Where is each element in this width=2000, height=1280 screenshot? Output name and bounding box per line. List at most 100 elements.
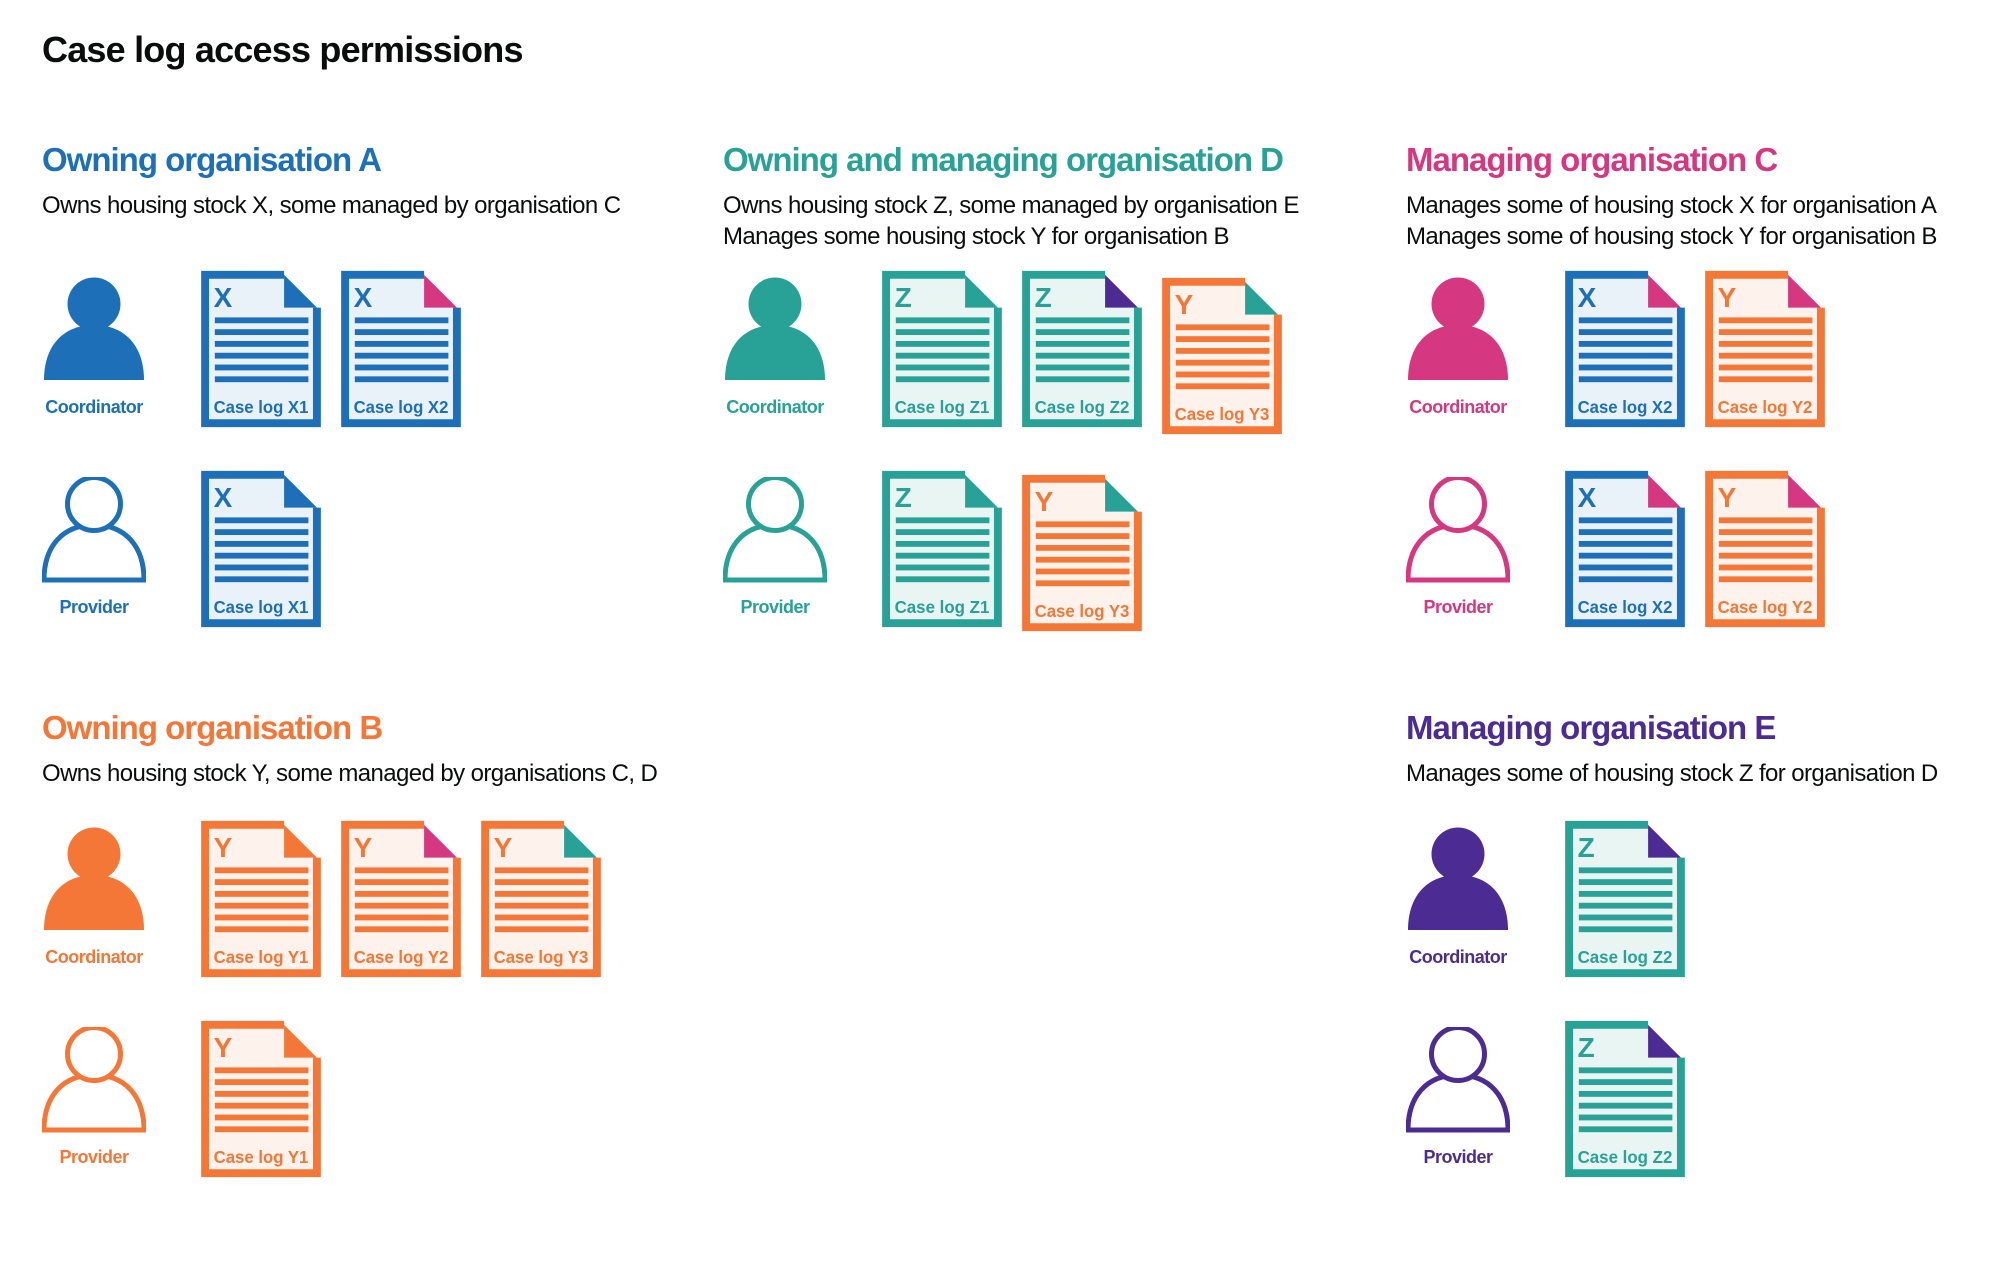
document-text-line xyxy=(1578,529,1673,536)
document-letter: Z xyxy=(895,482,912,513)
person-role-label: Coordinator xyxy=(726,397,824,417)
document-text-line xyxy=(214,1079,309,1086)
person-body xyxy=(725,325,825,380)
document-text-line xyxy=(214,879,309,886)
case-log-document: X Case log X2 xyxy=(1565,270,1685,428)
document-page xyxy=(1569,474,1681,624)
document-text-line xyxy=(354,317,449,324)
document-text-line xyxy=(1578,352,1673,359)
case-log-document: X Case log X1 xyxy=(201,270,321,428)
document-fold-icon xyxy=(1648,824,1681,858)
document-text-line xyxy=(1578,1067,1673,1074)
person-role-label: Provider xyxy=(1423,597,1493,617)
document-text-line xyxy=(494,867,589,874)
document-letter: Z xyxy=(1578,832,1595,863)
document-text-line xyxy=(1578,1079,1673,1086)
document-text-line xyxy=(354,890,449,897)
document-text-line xyxy=(1175,359,1270,366)
document-border xyxy=(1565,820,1685,978)
person-body xyxy=(1408,325,1508,380)
document-label: Case log X2 xyxy=(354,397,449,417)
document-label: Case log Z1 xyxy=(895,597,990,617)
document-letter: Y xyxy=(494,832,513,863)
document-text-line xyxy=(895,376,990,383)
document-label: Case log Y2 xyxy=(354,947,449,967)
document-text-line xyxy=(1578,364,1673,371)
document-fold-icon xyxy=(1105,478,1138,512)
document-text-line xyxy=(1718,329,1813,336)
document-text-line xyxy=(895,540,990,547)
document-text-line xyxy=(354,879,449,886)
document-text-line xyxy=(895,329,990,336)
case-log-document: Z Case log Z2 xyxy=(1565,1020,1685,1178)
document-letter: X xyxy=(1578,282,1597,313)
person-head xyxy=(1429,477,1487,533)
document-text-line xyxy=(1035,376,1130,383)
case-log-document: Y Case log Y3 xyxy=(1162,277,1282,435)
person-role-label: Provider xyxy=(1423,1147,1493,1167)
document-text-line xyxy=(1718,517,1813,524)
document-text-line xyxy=(1578,1114,1673,1121)
document-label: Case log X2 xyxy=(1578,597,1673,617)
document-text-line xyxy=(895,529,990,536)
document-text-line xyxy=(1578,317,1673,324)
document-text-line xyxy=(1035,533,1130,540)
document-text-line xyxy=(1175,336,1270,343)
document-border xyxy=(341,270,461,428)
document-text-line xyxy=(214,352,309,359)
document-text-line xyxy=(1718,376,1813,383)
document-border xyxy=(1565,470,1685,628)
document-text-line xyxy=(214,329,309,336)
document-label: Case log Z2 xyxy=(1578,1147,1673,1167)
document-text-line xyxy=(354,867,449,874)
document-text-line xyxy=(1175,347,1270,354)
document-fold-icon xyxy=(1648,274,1681,308)
case-log-document: Y Case log Y3 xyxy=(481,820,601,978)
document-page xyxy=(1569,824,1681,974)
document-text-line xyxy=(895,576,990,583)
provider-icon xyxy=(723,477,827,583)
document-text-line xyxy=(1718,540,1813,547)
document-text-line xyxy=(214,1090,309,1097)
document-letter: Z xyxy=(1578,1032,1595,1063)
document-letter: X xyxy=(1578,482,1597,513)
document-border xyxy=(1565,1020,1685,1178)
document-text-line xyxy=(1578,376,1673,383)
document-fold-icon xyxy=(965,274,998,308)
document-page xyxy=(205,474,317,624)
document-page xyxy=(886,474,998,624)
document-text-line xyxy=(1718,340,1813,347)
document-page xyxy=(1569,1024,1681,1174)
case-log-document: Y Case log Y1 xyxy=(201,1020,321,1178)
document-text-line xyxy=(1175,371,1270,378)
section-description: Owns housing stock Z, some managed by or… xyxy=(723,192,1299,219)
document-fold-icon xyxy=(1105,274,1138,308)
document-border xyxy=(1705,270,1825,428)
document-text-line xyxy=(214,926,309,933)
document-text-line xyxy=(895,317,990,324)
person-head xyxy=(1431,277,1485,331)
document-text-line xyxy=(1578,1090,1673,1097)
document-text-line xyxy=(214,317,309,324)
document-letter: Y xyxy=(1718,282,1737,313)
document-fold-icon xyxy=(1648,474,1681,508)
person-head xyxy=(1429,1027,1487,1083)
person-head xyxy=(1431,827,1485,881)
document-border xyxy=(1705,470,1825,628)
document-text-line xyxy=(1578,1102,1673,1109)
document-text-line xyxy=(1035,340,1130,347)
document-text-line xyxy=(1578,926,1673,933)
section-title: Owning organisation A xyxy=(42,141,382,178)
document-text-line xyxy=(214,529,309,536)
document-border xyxy=(201,470,321,628)
coordinator-icon xyxy=(1408,827,1508,930)
document-label: Case log Y3 xyxy=(1175,404,1270,424)
case-log-document: Y Case log Y3 xyxy=(1022,474,1142,632)
coordinator-icon xyxy=(1408,277,1508,380)
document-label: Case log Y3 xyxy=(1035,601,1130,621)
case-log-document: Y Case log Y2 xyxy=(1705,470,1825,628)
document-page xyxy=(1166,281,1278,431)
document-border xyxy=(1022,474,1142,632)
coordinator-icon xyxy=(44,277,144,380)
